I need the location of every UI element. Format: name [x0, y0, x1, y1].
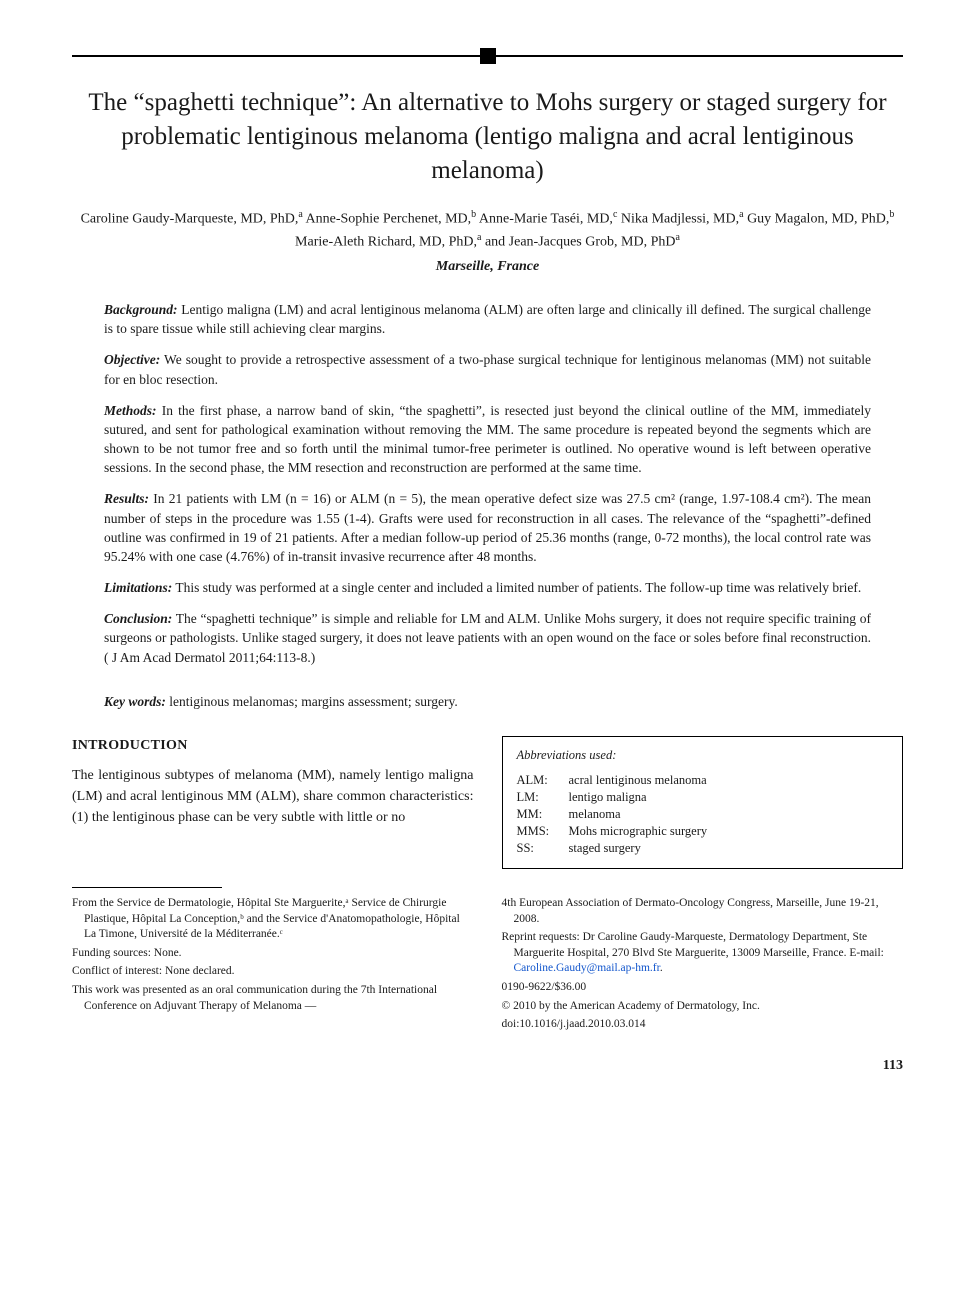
abstract-block: Background: Lentigo maligna (LM) and acr…: [72, 300, 903, 667]
abbreviation-key: MMS:: [517, 823, 569, 840]
abbreviation-definition: staged surgery: [569, 840, 889, 857]
footnote-line: doi:10.1016/j.jaad.2010.03.014: [502, 1017, 904, 1033]
abbreviations-heading: Abbreviations used:: [517, 747, 889, 765]
abstract-text: Lentigo maligna (LM) and acral lentigino…: [104, 302, 871, 336]
footnotes-right: 4th European Association of Dermato-Onco…: [502, 896, 904, 1035]
abstract-methods: Methods: In the first phase, a narrow ba…: [104, 401, 871, 478]
abbreviation-row: ALM:acral lentiginous melanoma: [517, 772, 889, 789]
abbreviation-definition: melanoma: [569, 806, 889, 823]
abstract-label: Objective:: [104, 352, 160, 367]
author-location: Marseille, France: [72, 257, 903, 277]
abbreviations-table: ALM:acral lentiginous melanomaLM:lentigo…: [517, 772, 889, 856]
keywords-text: lentiginous melanomas; margins assessmen…: [169, 694, 457, 709]
footnotes-block: From the Service de Dermatologie, Hôpita…: [72, 896, 903, 1035]
header-ornament: [72, 48, 903, 64]
abstract-objective: Objective: We sought to provide a retros…: [104, 350, 871, 388]
abbreviation-key: MM:: [517, 806, 569, 823]
keywords-label: Key words:: [104, 694, 166, 709]
ornament-line-left: [72, 55, 480, 57]
reprint-email-link[interactable]: Caroline.Gaudy@mail.ap-hm.fr: [514, 962, 660, 974]
article-title: The “spaghetti technique”: An alternativ…: [72, 86, 903, 187]
abstract-background: Background: Lentigo maligna (LM) and acr…: [104, 300, 871, 338]
abstract-text: We sought to provide a retrospective ass…: [104, 352, 871, 386]
abstract-results: Results: In 21 patients with LM (n = 16)…: [104, 489, 871, 566]
right-column: Abbreviations used: ALM:acral lentiginou…: [502, 736, 904, 870]
abstract-label: Limitations:: [104, 580, 172, 595]
ornament-square: [480, 48, 496, 64]
abbreviation-definition: Mohs micrographic surgery: [569, 823, 889, 840]
abstract-text: The “spaghetti technique” is simple and …: [104, 611, 871, 664]
ornament-line-right: [496, 55, 904, 57]
footnote-line: © 2010 by the American Academy of Dermat…: [502, 999, 904, 1015]
abbreviation-definition: lentigo maligna: [569, 789, 889, 806]
page-number: 113: [72, 1056, 903, 1076]
abstract-label: Methods:: [104, 403, 157, 418]
abbreviation-row: MM:melanoma: [517, 806, 889, 823]
abbreviation-row: LM:lentigo maligna: [517, 789, 889, 806]
footnote-rule: [72, 887, 222, 888]
abstract-text: This study was performed at a single cen…: [175, 580, 861, 595]
introduction-heading: INTRODUCTION: [72, 736, 474, 756]
abbreviation-row: SS:staged surgery: [517, 840, 889, 857]
abstract-text: In 21 patients with LM (n = 16) or ALM (…: [104, 491, 871, 563]
abbreviations-box: Abbreviations used: ALM:acral lentiginou…: [502, 736, 904, 870]
abbreviation-row: MMS:Mohs micrographic surgery: [517, 823, 889, 840]
abbreviation-definition: acral lentiginous melanoma: [569, 772, 889, 789]
footnote-line: This work was presented as an oral commu…: [72, 983, 474, 1014]
footnotes-left: From the Service de Dermatologie, Hôpita…: [72, 896, 474, 1035]
abstract-label: Background:: [104, 302, 178, 317]
footnote-line: From the Service de Dermatologie, Hôpita…: [72, 896, 474, 943]
left-column: INTRODUCTION The lentiginous subtypes of…: [72, 736, 474, 870]
abbreviation-key: LM:: [517, 789, 569, 806]
footnote-line: 4th European Association of Dermato-Onco…: [502, 896, 904, 927]
keywords-line: Key words: lentiginous melanomas; margin…: [72, 693, 903, 712]
footnote-line: 0190-9622/$36.00: [502, 980, 904, 996]
authors-list: Caroline Gaudy-Marqueste, MD, PhD,a Anne…: [72, 207, 903, 252]
body-two-column: INTRODUCTION The lentiginous subtypes of…: [72, 736, 903, 870]
footnote-line: Reprint requests: Dr Caroline Gaudy-Marq…: [502, 930, 904, 977]
abbreviation-key: ALM:: [517, 772, 569, 789]
abstract-text: In the first phase, a narrow band of ski…: [104, 403, 871, 475]
introduction-text: The lentiginous subtypes of melanoma (MM…: [72, 765, 474, 828]
footnote-line: Conflict of interest: None declared.: [72, 964, 474, 980]
footnote-line: Funding sources: None.: [72, 946, 474, 962]
abstract-label: Conclusion:: [104, 611, 172, 626]
abstract-label: Results:: [104, 491, 149, 506]
abbreviation-key: SS:: [517, 840, 569, 857]
abstract-conclusion: Conclusion: The “spaghetti technique” is…: [104, 609, 871, 666]
abstract-limitations: Limitations: This study was performed at…: [104, 578, 871, 597]
